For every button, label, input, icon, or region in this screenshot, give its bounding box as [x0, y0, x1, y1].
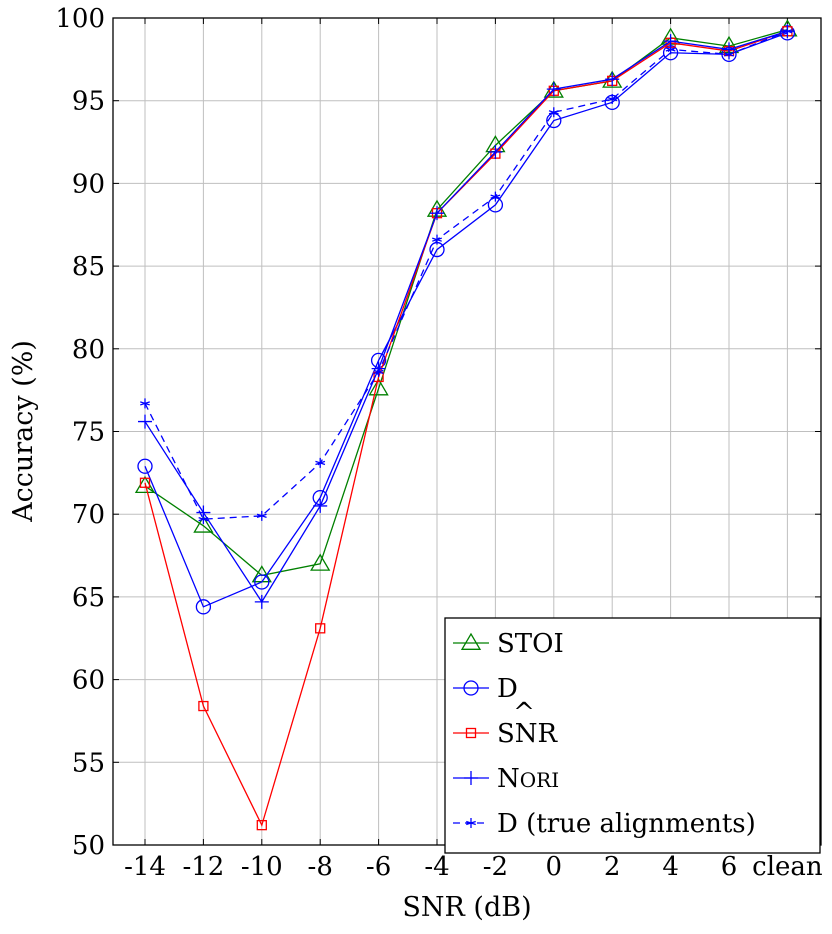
axis-ticks: -14 -12 -10 -8 -6 -4 -2 0 2 4 6 clean 50 55 60 65 70 75 80…	[55, 4, 823, 882]
legend-label: D	[497, 674, 518, 704]
data-point	[256, 820, 267, 831]
x-tick-label: clean	[752, 852, 823, 882]
data-point	[373, 366, 384, 377]
data-point	[310, 553, 331, 571]
data-point	[313, 498, 328, 513]
y-tick-label: 95	[72, 87, 105, 117]
y-tick-label: 80	[72, 335, 105, 365]
legend-label: SNR	[497, 719, 559, 749]
series-d	[137, 25, 796, 615]
x-tick-label: -4	[424, 852, 449, 882]
y-tick-label: 90	[72, 169, 105, 199]
legend-swatch-marker	[465, 727, 477, 739]
data-point	[198, 514, 209, 525]
data-point	[137, 458, 153, 474]
data-point	[605, 72, 620, 87]
data-point	[724, 49, 734, 60]
data-point	[490, 191, 501, 202]
x-tick-label: 0	[546, 852, 563, 882]
series-layer	[134, 19, 798, 831]
data-point	[138, 414, 152, 429]
data-point	[198, 700, 209, 712]
x-tick-label: -6	[366, 852, 391, 882]
data-point	[665, 44, 676, 55]
legend-label: STOI	[497, 629, 564, 659]
legend-swatch-marker	[463, 680, 479, 696]
series-line	[144, 28, 788, 577]
y-axis-label: Accuracy (%)	[8, 340, 39, 523]
legend-label: NORI	[497, 764, 559, 794]
data-point	[254, 594, 269, 609]
legend-label: D (true alignments)	[497, 809, 756, 839]
data-point	[432, 234, 442, 245]
y-tick-label: 100	[55, 4, 105, 34]
data-point	[195, 599, 212, 615]
y-tick-label: 60	[72, 666, 105, 696]
legend-swatch-marker	[460, 632, 482, 650]
y-tick-label: 85	[72, 252, 105, 282]
legend-swatch-marker	[466, 818, 476, 828]
data-point	[488, 144, 503, 159]
data-point	[315, 623, 326, 634]
y-tick-label: 70	[72, 500, 105, 530]
y-tick-label: 55	[72, 748, 105, 778]
x-tick-label: 2	[604, 852, 621, 882]
data-point	[315, 457, 326, 468]
y-tick-label: 50	[72, 831, 105, 861]
data-point	[193, 515, 214, 533]
legend-label-hat: ^	[513, 698, 535, 728]
x-tick-label: -10	[241, 852, 283, 882]
x-tick-label: 6	[721, 852, 738, 882]
x-tick-label: -12	[182, 852, 224, 882]
data-point	[607, 94, 618, 105]
y-tick-label: 65	[72, 583, 105, 613]
data-point	[546, 82, 561, 97]
x-tick-label: -14	[124, 852, 166, 882]
data-point	[368, 378, 389, 396]
series-line	[144, 30, 788, 520]
data-point	[430, 206, 444, 221]
data-point	[254, 574, 270, 590]
x-tick-label: 4	[662, 852, 679, 882]
series-nori	[138, 24, 795, 609]
legend: STOI D SNR^ NORI D (true alignments)	[444, 617, 821, 854]
data-point	[139, 477, 151, 488]
legend-box	[444, 617, 821, 854]
data-point	[256, 510, 267, 521]
x-tick-label: -2	[483, 852, 508, 882]
series-d-true-alignments-	[140, 26, 793, 525]
data-point	[140, 398, 150, 409]
series-stoi	[134, 19, 798, 583]
data-point	[548, 107, 559, 118]
y-tick-label: 75	[72, 418, 105, 448]
x-tick-label: -8	[308, 852, 333, 882]
legend-swatch-marker	[464, 771, 478, 785]
series-line	[144, 32, 788, 608]
data-point	[782, 26, 793, 37]
x-axis-label: SNR (dB)	[402, 892, 531, 923]
series-line	[144, 30, 788, 604]
